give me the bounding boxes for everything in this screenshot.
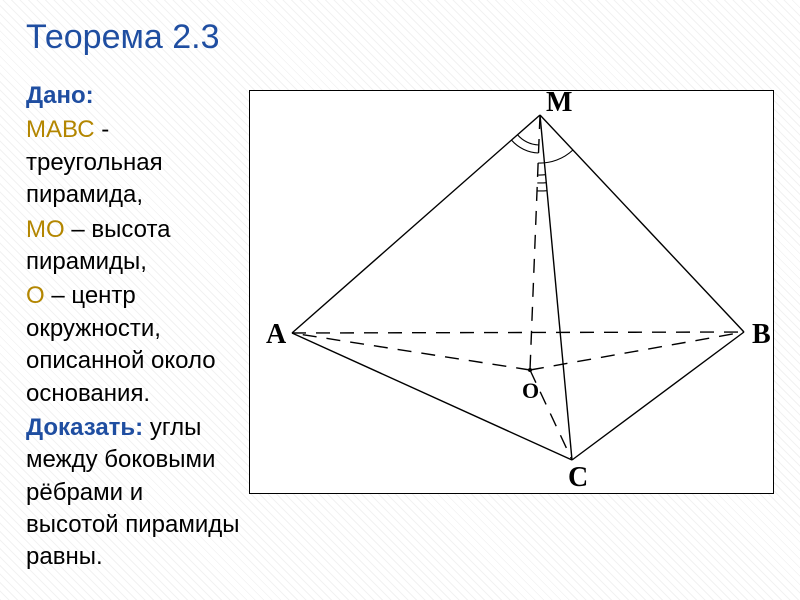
svg-text:А: А [266, 319, 287, 350]
svg-text:М: М [546, 91, 572, 118]
svg-text:В: В [752, 319, 771, 350]
pyramid-diagram: А В С М О [250, 91, 773, 493]
o-rest: – центр окружности, описанной около осно… [26, 282, 216, 406]
text-column: Дано: МАВС - треугольная пирамида, МО – … [26, 80, 241, 576]
svg-text:С: С [568, 462, 588, 493]
given-label: Дано: [26, 82, 94, 109]
o-highlight: О [26, 282, 45, 309]
figure-box: А В С М О [249, 90, 774, 494]
prove-label: Доказать: [26, 414, 143, 441]
svg-text:О: О [522, 378, 539, 403]
mabc-highlight: МАВС [26, 116, 95, 143]
mo-highlight: МО [26, 216, 65, 243]
slide-title: Теорема 2.3 [26, 18, 220, 57]
